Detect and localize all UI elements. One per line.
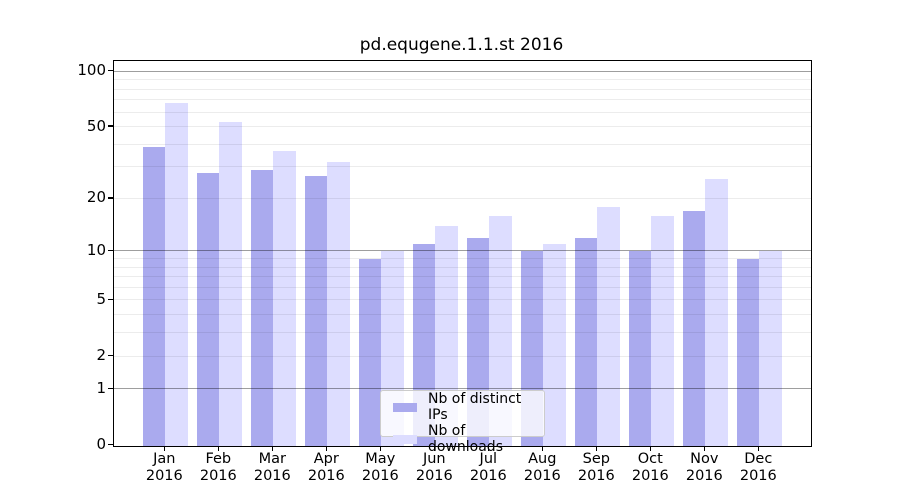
y-tick	[108, 249, 113, 252]
x-tick-label: Mar 2016	[253, 450, 291, 485]
x-tick	[433, 446, 436, 451]
x-tick	[595, 446, 598, 451]
bar-downloads-mar	[273, 150, 296, 446]
minor-gridline	[114, 314, 811, 316]
plot-area	[113, 59, 812, 447]
major-gridline	[114, 70, 811, 72]
bar-downloads-apr	[327, 162, 350, 446]
bar-downloads-aug	[543, 244, 566, 446]
x-tick	[541, 446, 544, 451]
x-tick	[163, 446, 166, 451]
bar-downloads-sep	[597, 207, 620, 446]
x-tick	[379, 446, 382, 451]
y-tick	[108, 354, 113, 357]
y-tick	[108, 443, 113, 446]
y-tick-label: 1	[96, 378, 106, 397]
downloads-swatch-icon	[393, 434, 417, 444]
minor-gridline	[114, 276, 811, 278]
minor-gridline	[114, 258, 811, 259]
minor-gridline	[114, 126, 811, 128]
y-tick	[108, 69, 113, 72]
minor-gridline	[114, 143, 811, 145]
minor-gridline	[114, 197, 811, 199]
legend-label: Nb of downloads	[428, 423, 503, 455]
x-tick	[487, 446, 490, 451]
x-tick-label: Apr 2016	[307, 450, 345, 485]
major-gridline	[114, 250, 811, 252]
x-tick-label: Jun 2016	[415, 450, 453, 485]
bar-distinct-ips-oct	[628, 251, 652, 446]
x-tick-label: Jul 2016	[469, 450, 507, 485]
bar-distinct-ips-feb	[196, 172, 220, 446]
y-tick-label: 0	[96, 435, 106, 453]
x-tick	[325, 446, 328, 451]
y-tick	[108, 197, 113, 199]
minor-gridline	[114, 332, 811, 334]
minor-gridline	[114, 299, 811, 301]
minor-gridline	[114, 79, 811, 81]
minor-gridline	[114, 266, 811, 268]
y-tick-label: 50	[86, 116, 106, 135]
minor-gridline	[114, 111, 811, 113]
bar-downloads-jan	[165, 102, 188, 446]
bar-distinct-ips-may	[358, 259, 382, 446]
x-tick-label: Oct 2016	[631, 450, 669, 485]
x-tick	[271, 446, 274, 451]
x-tick	[757, 446, 760, 451]
x-tick-label: May 2016	[361, 450, 399, 485]
y-tick	[108, 125, 113, 127]
chart-title: pd.equgene.1.1.st 2016	[359, 35, 564, 55]
y-tick	[108, 387, 113, 390]
y-tick	[108, 298, 113, 301]
y-tick-label: 20	[86, 188, 106, 207]
major-gridline	[114, 388, 811, 390]
y-tick-label: 5	[96, 289, 106, 308]
bar-distinct-ips-nov	[682, 211, 706, 446]
legend: Nb of distinct IPs Nb of downloads	[380, 390, 545, 455]
bar-downloads-feb	[219, 122, 242, 446]
minor-gridline	[114, 166, 811, 168]
bar-downloads-oct	[651, 216, 674, 446]
x-tick	[703, 446, 706, 451]
minor-gridline	[114, 355, 811, 357]
minor-gridline	[114, 286, 811, 288]
minor-gridline	[114, 99, 811, 101]
bar-downloads-nov	[705, 178, 728, 446]
legend-item-downloads: Nb of downloads	[393, 423, 544, 455]
distinct-ips-swatch-icon	[393, 402, 417, 412]
bar-distinct-ips-jan	[142, 146, 166, 446]
x-tick-label: Nov 2016	[685, 450, 723, 485]
minor-gridline	[114, 88, 811, 90]
bar-distinct-ips-sep	[574, 237, 598, 446]
bar-downloads-jul	[489, 216, 512, 446]
bar-distinct-ips-apr	[304, 175, 328, 446]
y-tick-label: 100	[77, 61, 106, 80]
x-tick-label: Aug 2016	[523, 450, 561, 485]
x-tick-label: Dec 2016	[739, 450, 777, 485]
y-tick-label: 2	[96, 346, 106, 365]
x-tick-label: Jan 2016	[145, 450, 183, 485]
x-tick	[217, 446, 220, 451]
legend-item-distinct-ips: Nb of distinct IPs	[393, 391, 544, 423]
x-tick	[649, 446, 652, 451]
bar-distinct-ips-mar	[250, 170, 274, 446]
bar-downloads-dec	[759, 251, 782, 446]
x-tick-label: Feb 2016	[199, 450, 237, 485]
y-tick-label: 10	[86, 240, 106, 259]
bar-distinct-ips-dec	[736, 259, 760, 446]
x-tick-label: Sep 2016	[577, 450, 615, 485]
legend-label: Nb of distinct IPs	[428, 391, 522, 423]
